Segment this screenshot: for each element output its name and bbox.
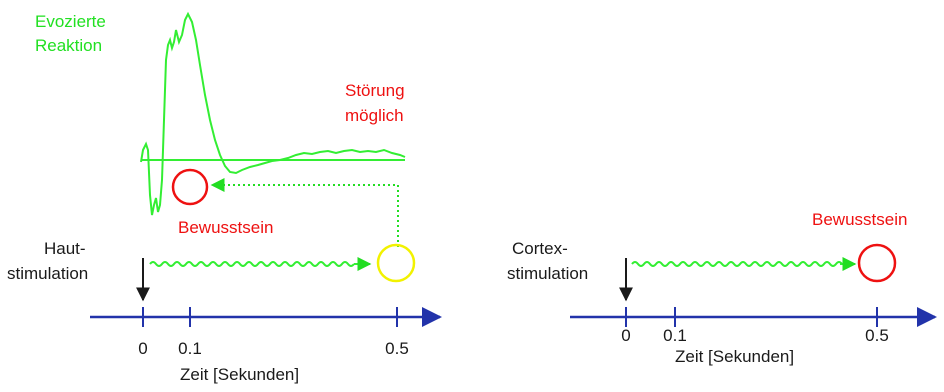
response-label-line1: Evozierte: [35, 12, 106, 31]
consciousness-label: Bewusstsein: [178, 218, 273, 237]
consciousness-circle: [171, 168, 209, 206]
stimulus-label-line1: Cortex-: [512, 239, 568, 258]
response-label-line2: Reaktion: [35, 36, 102, 55]
interference-label-line2: möglich: [345, 106, 404, 125]
axis-label: Zeit [Sekunden]: [675, 347, 794, 366]
feedback-path: [210, 178, 399, 247]
stimulus-label-line1: Haut-: [44, 239, 86, 258]
tick-label-0.5: 0.5: [385, 339, 409, 358]
stimulus-label-line2: stimulation: [507, 264, 588, 283]
consciousness-label: Bewusstsein: [812, 210, 907, 229]
left-panel: Evozierte Reaktion Störung möglich Bewus…: [7, 11, 442, 384]
tick-label-0: 0: [621, 326, 630, 345]
right-panel: Bewusstsein Cortex- stimulation 0 0.1 0.…: [507, 210, 937, 366]
signal-wave: [149, 261, 355, 267]
interference-label-line1: Störung: [345, 81, 405, 100]
stimulus-label-line2: stimulation: [7, 264, 88, 283]
evoked-response-curve: [140, 11, 406, 216]
tick-label-0.1: 0.1: [178, 339, 202, 358]
endpoint-circle: [376, 243, 416, 283]
tick-label-0.1: 0.1: [663, 326, 687, 345]
signal-wave: [631, 261, 843, 267]
axis-label: Zeit [Sekunden]: [180, 365, 299, 384]
tick-label-0.5: 0.5: [865, 326, 889, 345]
consciousness-circle: [857, 243, 897, 283]
tick-label-0: 0: [138, 339, 147, 358]
